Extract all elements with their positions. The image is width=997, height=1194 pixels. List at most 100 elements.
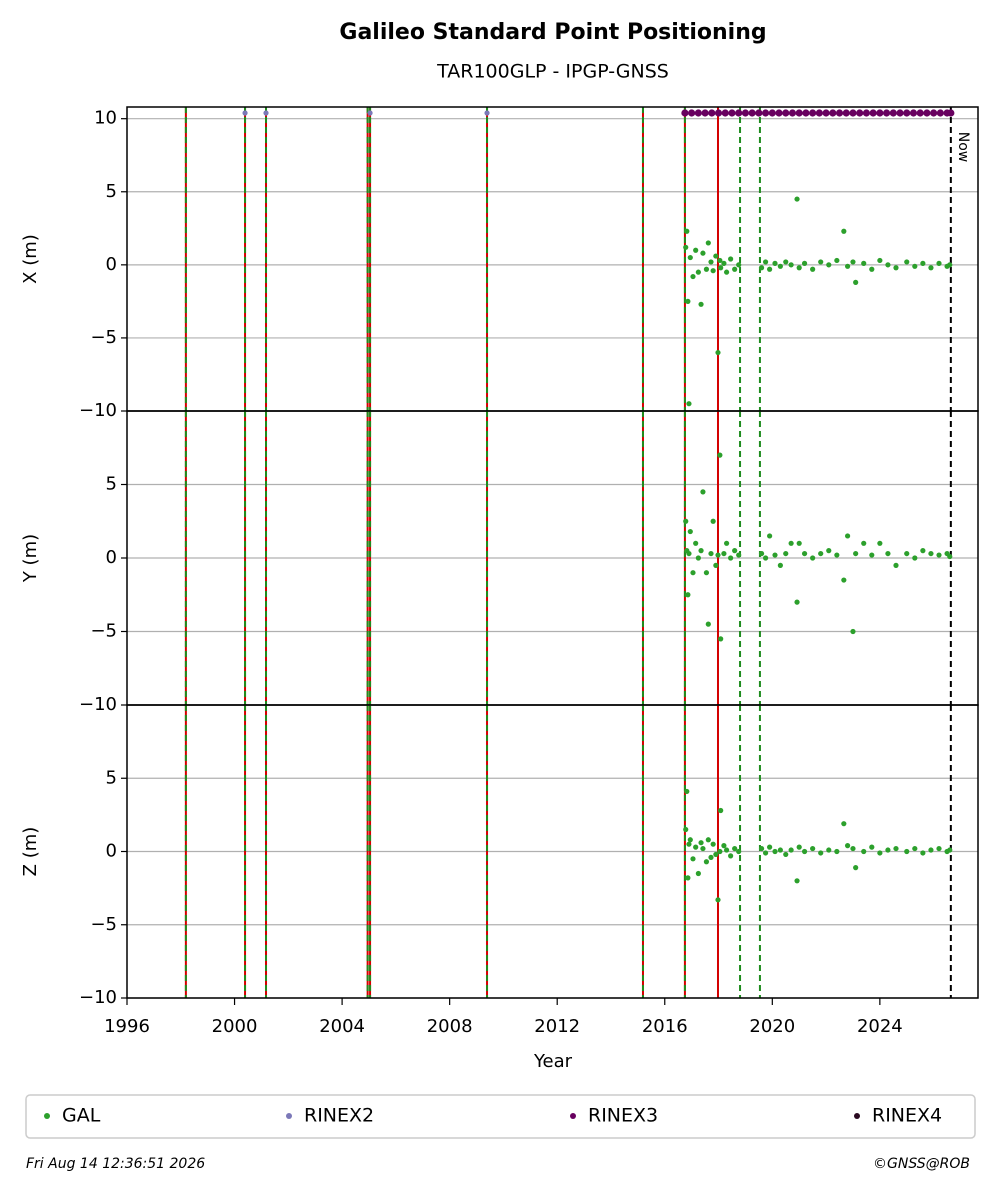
gal-point (687, 254, 693, 261)
gal-point (705, 621, 711, 627)
gal-point (893, 265, 899, 271)
rinex-marker (741, 109, 750, 117)
gal-point (853, 279, 859, 285)
gal-point (695, 269, 701, 275)
rinex-marker (788, 109, 797, 117)
gal-point (728, 853, 734, 859)
y-tick-label: −5 (90, 327, 117, 348)
gal-point (861, 260, 867, 266)
rinex-marker (930, 109, 938, 117)
rinex-marker (694, 109, 702, 117)
y-tick-label: −5 (90, 914, 117, 935)
rinex-marker (849, 109, 857, 117)
y-tick-label: 5 (106, 474, 117, 495)
gal-point (736, 262, 742, 268)
legend-marker (854, 1113, 860, 1119)
rinex-marker (802, 109, 810, 117)
gal-point (732, 845, 738, 852)
gal-point (713, 851, 719, 858)
y-tick-label: 0 (106, 841, 117, 862)
rinex-marker (721, 109, 729, 117)
gal-point (700, 250, 706, 256)
rinex-marker (869, 109, 877, 117)
gal-point (796, 265, 802, 271)
gal-point (721, 843, 727, 849)
rinex-marker (842, 109, 850, 117)
gal-point (877, 540, 883, 546)
rinex-marker (822, 109, 830, 117)
rinex-marker (782, 109, 790, 117)
gal-point (853, 865, 859, 871)
gal-point (736, 552, 742, 558)
x-tick-label: 2020 (749, 1016, 795, 1037)
gal-point (893, 562, 899, 568)
gal-point (904, 848, 910, 855)
gal-point (947, 262, 953, 268)
gal-point (685, 592, 691, 598)
gal-point (810, 555, 816, 561)
legend-label: RINEX2 (304, 1105, 374, 1127)
gal-point (861, 540, 867, 546)
gal-point (826, 548, 832, 554)
gal-point (936, 845, 942, 852)
gal-point (947, 847, 953, 853)
gal-point (869, 844, 875, 850)
gal-point (801, 260, 808, 266)
gal-point (762, 850, 769, 856)
rinex-marker (775, 109, 783, 117)
gal-point (728, 256, 734, 262)
gal-point (877, 257, 883, 264)
gal-point (877, 850, 883, 856)
rinex-marker (242, 110, 248, 116)
gal-point (717, 257, 723, 264)
gal-point (683, 518, 689, 524)
gal-point (690, 273, 696, 280)
gal-point (715, 349, 721, 356)
gal-point (936, 260, 942, 266)
gal-point (693, 540, 699, 546)
gal-point (777, 562, 783, 568)
rinex-marker (889, 109, 897, 117)
gal-point (796, 844, 802, 850)
gal-point (708, 854, 714, 860)
gal-point (721, 260, 727, 266)
gal-point (684, 788, 690, 795)
gal-point (850, 628, 856, 635)
gal-point (715, 897, 721, 903)
rinex-marker (829, 109, 837, 117)
x-tick-label: 2024 (857, 1016, 903, 1037)
rinex-marker (263, 110, 269, 116)
gal-point (794, 599, 800, 605)
y-tick-label: −10 (79, 400, 117, 421)
gal-point (686, 401, 692, 407)
gal-point (690, 570, 696, 576)
gal-point (718, 265, 724, 271)
gal-point (723, 847, 730, 853)
gal-point (788, 540, 794, 546)
gal-point (794, 878, 800, 884)
gal-point (885, 550, 891, 557)
gal-point (762, 555, 769, 561)
rinex-marker (681, 109, 689, 117)
legend-marker (44, 1113, 50, 1119)
gal-point (698, 301, 704, 307)
gal-point (718, 636, 724, 642)
gal-point (818, 259, 824, 265)
gal-point (723, 269, 730, 275)
gal-point (686, 841, 692, 847)
gal-point (728, 555, 734, 561)
gal-point (834, 552, 840, 558)
gal-point (713, 562, 719, 568)
gal-point (687, 837, 693, 843)
gal-point (703, 859, 710, 865)
gal-point (920, 850, 926, 856)
gal-point (850, 845, 856, 852)
x-tick-label: 2000 (212, 1016, 258, 1037)
rinex-marker (947, 109, 955, 117)
gal-point (686, 550, 692, 557)
gal-point (693, 247, 699, 253)
gal-point (869, 266, 875, 272)
gal-point (841, 821, 847, 827)
rinex-marker (735, 109, 743, 117)
